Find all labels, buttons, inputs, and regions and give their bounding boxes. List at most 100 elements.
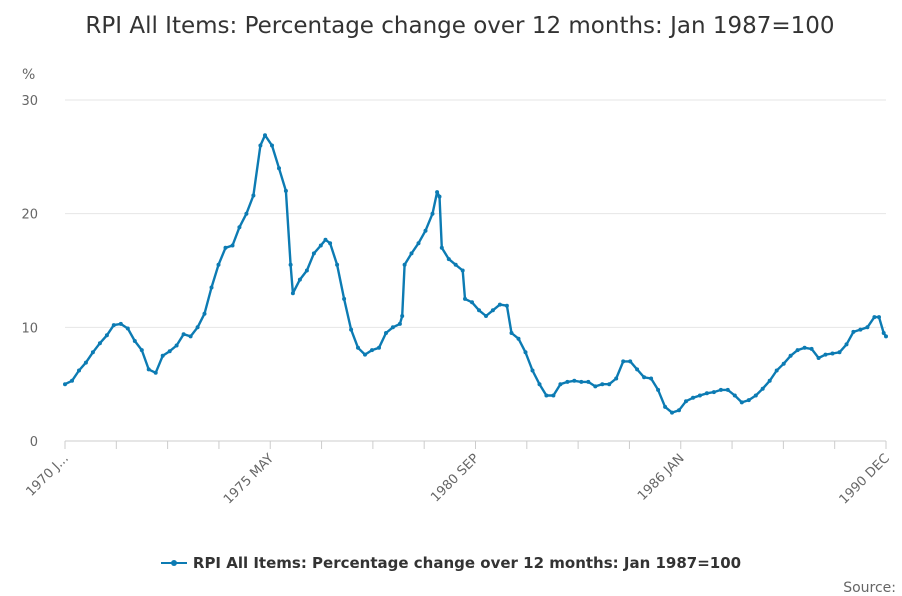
data-point (290, 291, 295, 296)
data-point (579, 379, 584, 384)
data-point (497, 302, 502, 307)
data-point (188, 334, 193, 339)
data-point (430, 211, 435, 216)
data-point (739, 400, 744, 405)
source-label: Source: (843, 580, 896, 596)
data-point (844, 342, 849, 347)
data-point (258, 143, 263, 148)
data-point (77, 368, 81, 373)
data-point (263, 133, 267, 138)
data-point (342, 296, 347, 301)
data-point (490, 308, 495, 313)
data-point (311, 251, 316, 256)
data-point (565, 379, 570, 384)
data-point (600, 382, 605, 387)
data-point (132, 339, 137, 343)
data-point (160, 353, 165, 358)
data-point (635, 367, 640, 372)
data-point (397, 321, 402, 326)
data-point (551, 393, 556, 398)
x-tick-label: 1975 MAY (221, 451, 277, 507)
data-point (544, 393, 549, 398)
data-point (881, 331, 886, 335)
x-tick-label: 1980 SEP (428, 451, 482, 505)
data-point (470, 300, 474, 305)
x-tick-label: 1970 J... (23, 451, 71, 499)
data-point (97, 341, 102, 346)
legend-label: RPI All Items: Percentage change over 12… (192, 554, 742, 572)
data-point (621, 359, 626, 364)
data-point (837, 350, 842, 355)
data-point (153, 370, 158, 375)
data-point (356, 345, 360, 350)
data-point (463, 296, 467, 301)
data-point (684, 399, 688, 404)
data-point (400, 314, 405, 318)
legend-line-marker-icon (160, 557, 187, 569)
data-point (181, 332, 186, 337)
data-point (230, 243, 235, 248)
data-point (209, 285, 214, 290)
data-point (725, 387, 730, 392)
data-point (323, 237, 328, 242)
data-point (884, 334, 888, 339)
data-point (237, 225, 242, 230)
data-point (746, 398, 751, 403)
data-point (865, 325, 870, 330)
data-point (558, 382, 563, 387)
data-point (174, 343, 179, 348)
data-point (523, 350, 528, 355)
data-point (537, 382, 542, 387)
data-point (297, 277, 302, 282)
data-point (802, 345, 807, 350)
data-point (767, 378, 772, 383)
data-point (607, 382, 612, 387)
data-point (70, 378, 74, 383)
y-tick-label: 30 (21, 94, 38, 109)
data-point (656, 387, 661, 392)
data-point (851, 329, 856, 334)
data-point (377, 345, 381, 350)
data-point (530, 368, 535, 373)
data-point (781, 361, 786, 366)
data-point (270, 143, 274, 148)
legend-item-rpi[interactable]: RPI All Items: Percentage change over 12… (160, 554, 742, 572)
data-point (753, 393, 758, 398)
data-point (118, 321, 123, 326)
y-tick-label: 10 (21, 321, 38, 336)
data-point (732, 393, 737, 398)
y-axis-unit-label: % (22, 67, 36, 83)
data-point (593, 384, 598, 389)
data-point (90, 350, 95, 355)
data-point (823, 352, 828, 357)
data-point (649, 376, 654, 381)
data-point (670, 410, 674, 415)
data-point (416, 241, 421, 246)
data-point (63, 382, 67, 387)
data-point (409, 251, 414, 256)
data-point (614, 376, 619, 381)
data-point (195, 325, 200, 330)
data-point (111, 323, 116, 328)
data-point (288, 262, 293, 267)
data-point (223, 245, 228, 250)
series-line (64, 134, 887, 414)
data-point (509, 331, 514, 335)
data-point (304, 268, 309, 273)
data-point (858, 327, 863, 332)
data-point (877, 315, 881, 320)
data-point (788, 353, 793, 358)
data-point (677, 408, 681, 413)
data-point (216, 262, 221, 267)
data-point (774, 368, 779, 373)
data-point (167, 349, 172, 354)
data-point (504, 303, 509, 308)
data-point (435, 190, 440, 195)
data-point (251, 193, 256, 198)
data-point (439, 245, 444, 250)
data-point (830, 351, 835, 356)
data-point (460, 268, 465, 273)
y-tick-label: 0 (30, 435, 38, 450)
data-point (697, 393, 702, 398)
data-point (244, 211, 249, 216)
